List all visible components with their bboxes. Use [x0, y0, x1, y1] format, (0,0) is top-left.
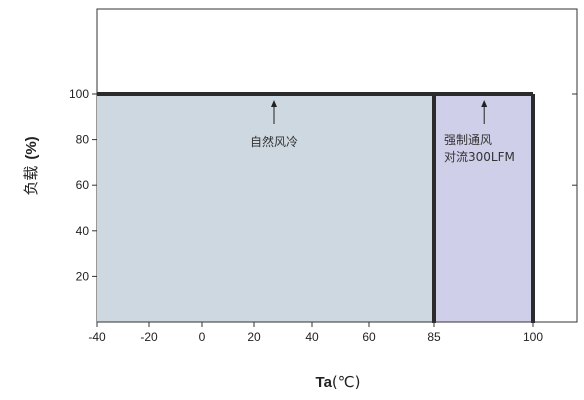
y-tick-label: 60 — [76, 178, 90, 192]
arrow-head-icon — [271, 100, 277, 107]
y-tick-label: 20 — [76, 269, 90, 283]
x-axis-title: Ta(℃) — [316, 373, 361, 391]
x-tick-label: -40 — [88, 330, 106, 344]
y-axis-title: 负载 (%) — [22, 136, 40, 195]
x-tick-label: -20 — [140, 330, 158, 344]
region-label-2-line-1: 强制通风 — [444, 133, 492, 147]
region-label-2-line-2: 对流300LFM — [444, 150, 515, 164]
x-axis-title-main: Ta — [316, 374, 333, 391]
region-fill-2 — [434, 94, 533, 322]
x-tick-label: 0 — [199, 330, 206, 344]
region-label-1: 自然风冷 — [250, 134, 298, 149]
y-axis-title-unit: (%) — [23, 136, 40, 159]
x-tick-label: 85 — [427, 330, 441, 344]
y-tick-label: 40 — [76, 224, 90, 238]
x-axis-title-unit: (℃) — [332, 373, 361, 391]
x-tick-label: 40 — [305, 330, 319, 344]
y-tick-label: 80 — [76, 133, 90, 147]
x-tick-label: 60 — [362, 330, 376, 344]
x-tick-label: 20 — [247, 330, 261, 344]
regions-layer — [97, 94, 533, 322]
y-tick-label: 100 — [69, 87, 89, 101]
arrow-head-icon — [481, 100, 488, 107]
region-fill-1 — [97, 94, 434, 322]
x-axis-ticks: -40 -20 0 20 40 60 85 100 — [88, 322, 543, 344]
derating-curve-layer — [97, 92, 535, 323]
y-axis-ticks: 20 40 60 80 100 — [69, 87, 577, 283]
x-tick-label: 100 — [523, 330, 543, 344]
y-axis-title-main: 负载 — [22, 166, 40, 196]
